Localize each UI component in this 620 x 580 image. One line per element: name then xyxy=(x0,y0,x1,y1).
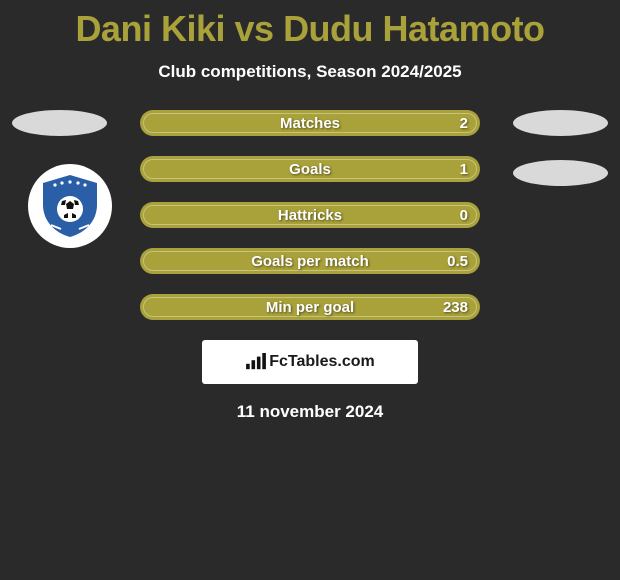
player2-silhouette-bottom xyxy=(513,160,608,186)
vs-text: vs xyxy=(235,8,274,49)
brand-prefix: Fc xyxy=(269,353,288,371)
stat-row-goals-per-match: Goals per match 0.5 xyxy=(140,248,480,274)
club-badge-icon xyxy=(35,171,105,241)
stat-label: Hattricks xyxy=(278,207,342,224)
stat-row-matches: Matches 2 xyxy=(140,110,480,136)
player2-silhouette-top xyxy=(513,110,608,136)
stat-value: 0 xyxy=(460,207,468,224)
attribution-badge: FcTables.com xyxy=(202,340,418,384)
brand-suffix: Tables.com xyxy=(288,353,375,371)
comparison-title: Dani Kiki vs Dudu Hatamoto xyxy=(0,0,620,50)
player1-name: Dani Kiki xyxy=(75,8,225,49)
subtitle: Club competitions, Season 2024/2025 xyxy=(0,62,620,82)
date-text: 11 november 2024 xyxy=(0,402,620,422)
stat-value: 0.5 xyxy=(447,253,468,270)
bars-icon xyxy=(245,353,267,371)
stat-value: 2 xyxy=(460,115,468,132)
attribution-brand: FcTables.com xyxy=(245,353,375,371)
stat-row-min-per-goal: Min per goal 238 xyxy=(140,294,480,320)
stat-label: Matches xyxy=(280,115,340,132)
player2-name: Dudu Hatamoto xyxy=(283,8,544,49)
stat-row-hattricks: Hattricks 0 xyxy=(140,202,480,228)
stats-section: Matches 2 Goals 1 Hattricks 0 Goals per … xyxy=(0,110,620,422)
player1-silhouette xyxy=(12,110,107,136)
stat-value: 238 xyxy=(443,299,468,316)
stat-label: Min per goal xyxy=(266,299,354,316)
stat-label: Goals per match xyxy=(251,253,369,270)
stat-row-goals: Goals 1 xyxy=(140,156,480,182)
club-badge xyxy=(28,164,112,248)
stat-label: Goals xyxy=(289,161,331,178)
stat-value: 1 xyxy=(460,161,468,178)
